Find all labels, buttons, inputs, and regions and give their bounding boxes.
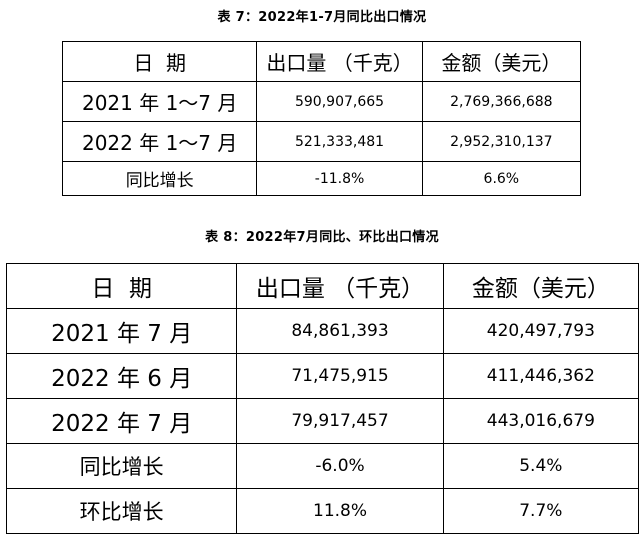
- row-amount: 443,016,679: [442, 398, 640, 444]
- header-export-volume: 出口量 （千克）: [236, 263, 444, 309]
- header-export-volume: 出口量 （千克）: [256, 41, 423, 82]
- row-date: 2021 年 1～7 月: [61, 81, 258, 122]
- table-header-row: 日 期 出口量 （千克） 金额（美元）: [5, 263, 640, 309]
- row-volume: -6.0%: [236, 443, 444, 489]
- table7-export-ytd: 日 期 出口量 （千克） 金额（美元） 2021 年 1～7 月 590,907…: [61, 41, 582, 196]
- table-row: 2022 年 6 月 71,475,915 411,446,362: [5, 353, 640, 399]
- row-amount: 7.7%: [442, 488, 640, 534]
- row-volume: 11.8%: [236, 488, 444, 534]
- table7-caption: 表 7：2022年1-7月同比出口情况: [217, 10, 427, 25]
- row-volume: 84,861,393: [236, 308, 444, 354]
- row-amount: 2,952,310,137: [421, 121, 582, 162]
- row-date: 2022 年 1～7 月: [61, 121, 258, 162]
- header-date: 日 期: [5, 263, 238, 309]
- row-amount: 420,497,793: [442, 308, 640, 354]
- row-volume: -11.8%: [256, 161, 423, 196]
- row-mom-label: 环比增长: [5, 488, 238, 534]
- table-row: 2022 年 1～7 月 521,333,481 2,952,310,137: [61, 121, 582, 162]
- header-amount: 金额（美元）: [442, 263, 640, 309]
- table-row: 2022 年 7 月 79,917,457 443,016,679: [5, 398, 640, 444]
- row-amount: 5.4%: [442, 443, 640, 489]
- row-yoy-label: 同比增长: [5, 443, 238, 489]
- table-row: 2021 年 1～7 月 590,907,665 2,769,366,688: [61, 81, 582, 122]
- row-date: 2021 年 7 月: [5, 308, 238, 354]
- row-volume: 521,333,481: [256, 121, 423, 162]
- row-volume: 71,475,915: [236, 353, 444, 399]
- row-amount: 6.6%: [421, 161, 582, 196]
- table-row: 同比增长 -6.0% 5.4%: [5, 443, 640, 489]
- header-date: 日 期: [61, 41, 258, 82]
- row-date: 2022 年 6 月: [5, 353, 238, 399]
- row-yoy-label: 同比增长: [61, 161, 258, 196]
- row-amount: 2,769,366,688: [421, 81, 582, 122]
- row-date: 2022 年 7 月: [5, 398, 238, 444]
- row-amount: 411,446,362: [442, 353, 640, 399]
- row-volume: 590,907,665: [256, 81, 423, 122]
- table8-caption: 表 8：2022年7月同比、环比出口情况: [205, 230, 439, 245]
- table-row: 2021 年 7 月 84,861,393 420,497,793: [5, 308, 640, 354]
- header-amount: 金额（美元）: [421, 41, 582, 82]
- table-header-row: 日 期 出口量 （千克） 金额（美元）: [61, 41, 582, 82]
- table-row: 同比增长 -11.8% 6.6%: [61, 161, 582, 196]
- table8-export-july: 日 期 出口量 （千克） 金额（美元） 2021 年 7 月 84,861,39…: [5, 263, 640, 534]
- row-volume: 79,917,457: [236, 398, 444, 444]
- table-row: 环比增长 11.8% 7.7%: [5, 488, 640, 534]
